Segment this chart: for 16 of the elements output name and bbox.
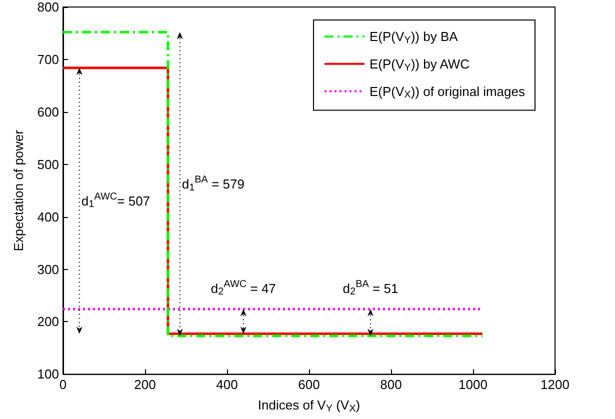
x-tick-label: 200 [134, 377, 156, 392]
x-tick-label: 800 [380, 377, 402, 392]
x-tick-label: 1000 [458, 377, 488, 392]
x-tick-label: 0 [59, 377, 67, 392]
y-tick-label: 100 [37, 366, 59, 382]
y-tick-label: 400 [37, 209, 59, 224]
y-tick-label: 600 [37, 104, 59, 120]
x-tick-label: 400 [216, 377, 238, 392]
y-axis-title: Expectation of power [11, 129, 26, 252]
y-tick-label: 800 [37, 0, 59, 14]
y-tick-label: 500 [37, 156, 59, 172]
x-tick-label: 600 [298, 377, 320, 392]
y-tick-label: 200 [37, 314, 59, 330]
x-tick-label: 1200 [540, 377, 570, 392]
y-tick-label: 300 [37, 262, 59, 277]
y-tick-label: 700 [37, 52, 59, 67]
